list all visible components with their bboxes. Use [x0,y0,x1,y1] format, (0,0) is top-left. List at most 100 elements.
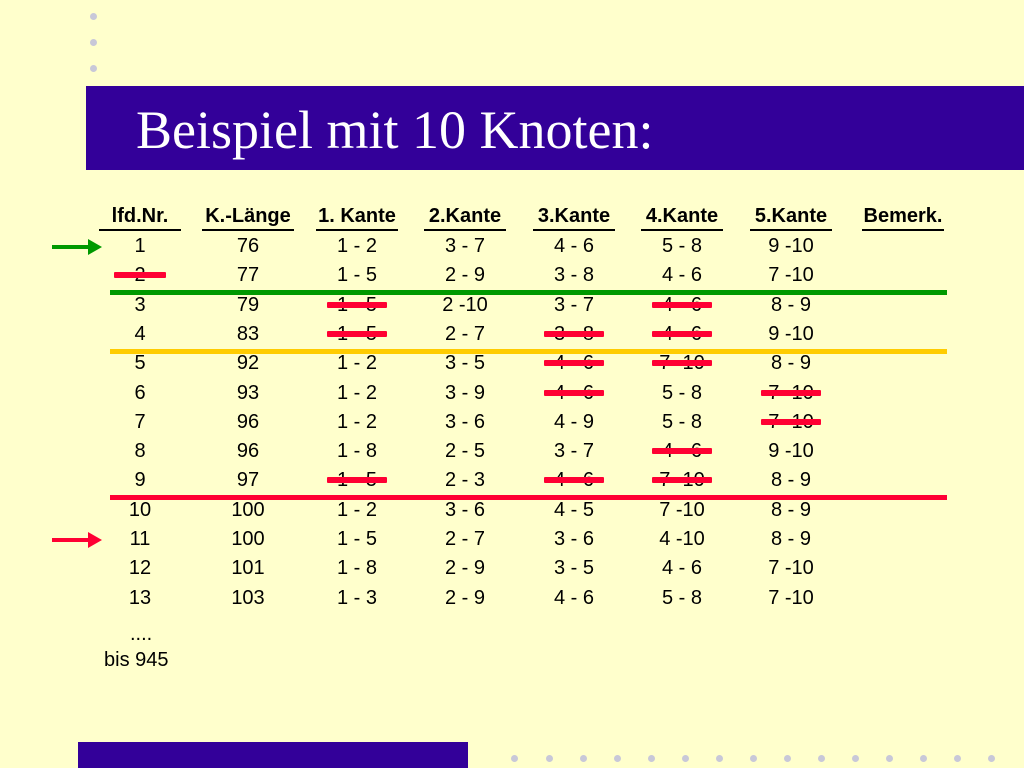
edge-cell: 7 -10 [768,586,814,609]
edge-cell: 1 - 2 [336,381,378,404]
edge-cell: 8 - 9 [770,469,812,492]
edge-cell: 1 - 2 [336,352,378,375]
tour-length: 83 [236,322,260,345]
header-underline [533,229,615,231]
tour-length: 76 [236,235,260,257]
strike-mark [327,301,387,308]
edge-cell: 2 - 7 [444,528,486,550]
edge-cell: 3 - 9 [444,381,486,404]
tour-length: 100 [231,528,265,550]
strike-mark [652,477,712,484]
edge-cell: 2 - 5 [444,440,486,463]
row-number: 11 [129,528,151,550]
strike-mark [761,418,821,425]
edge-cell: 2 -10 [442,293,488,316]
row-number: 6 [134,381,146,404]
row-number: 1 [134,235,146,257]
header-underline [424,229,506,231]
decor-dot [90,13,97,20]
edge-cell: 4 - 5 [553,498,595,521]
edge-cell: 3 - 6 [444,498,486,521]
edge-cell: 4 - 6 [661,557,703,580]
row-number: 7 [134,410,146,433]
edge-cell: 5 - 8 [661,586,703,609]
edge-cell: 3 - 7 [553,293,595,316]
edge-cell: 3 - 7 [553,440,595,463]
strike-mark [544,330,604,337]
edge-cell: 8 - 9 [770,498,812,521]
decor-dot [511,755,518,762]
tour-length: 96 [236,410,260,433]
decor-dot [682,755,689,762]
edge-cell: 5 - 8 [661,381,703,404]
strike-mark [327,330,387,337]
separator-line [110,495,947,501]
decor-dot [90,39,97,46]
edge-cell: 8 - 9 [770,293,812,316]
bottom-bar [78,742,468,768]
edge-cell: 2 - 9 [444,586,486,609]
tour-length: 79 [236,293,260,316]
edge-cell: 3 - 8 [553,264,595,287]
edge-cell: 5 - 8 [661,410,703,433]
column-header: 2.Kante [428,205,502,227]
header-underline [99,229,181,231]
strike-mark [544,360,604,367]
edge-cell: 3 - 6 [444,410,486,433]
edge-cell: 8 - 9 [770,352,812,375]
row-arrow-icon [52,532,102,548]
slide-title: Beispiel mit 10 Knoten: [136,100,654,160]
header-underline [750,229,832,231]
tour-length: 97 [236,469,260,492]
strike-mark [544,389,604,396]
column-header: 1. Kante [318,205,396,227]
edge-cell: 1 - 5 [336,264,378,287]
tour-length: 100 [231,498,265,521]
strike-mark [327,477,387,484]
edge-cell: 3 - 6 [553,528,595,550]
header-underline [202,229,294,231]
decor-dot [954,755,961,762]
edge-cell: 1 - 2 [336,498,378,521]
column-header: 3.Kante [537,205,611,227]
edge-cell: 2 - 9 [444,264,486,287]
edge-cell: 3 - 5 [444,352,486,375]
decor-dot [988,755,995,762]
row-number: 9 [134,469,146,492]
header-underline [862,229,944,231]
decor-dot [886,755,893,762]
column-header: Bemerk. [863,205,943,227]
tour-length: 92 [236,352,260,375]
row-arrow-icon [52,239,102,255]
tour-length: 101 [231,557,265,580]
decor-dot [90,65,97,72]
row-number: 8 [134,440,146,463]
decor-dot [750,755,757,762]
strike-mark [652,360,712,367]
bis-text: bis 945 [104,649,169,671]
strike-mark [761,389,821,396]
decor-dot [614,755,621,762]
decor-dot [784,755,791,762]
edge-cell: 7 -10 [768,264,814,287]
row-number: 13 [128,586,152,609]
column-header: 4.Kante [645,205,719,227]
edge-cell: 1 - 3 [336,586,378,609]
row-number: 5 [134,352,146,375]
edge-cell: 1 - 2 [336,410,378,433]
edge-cell: 9 -10 [768,440,814,463]
edge-cell: 8 - 9 [770,528,812,550]
title-bar: Beispiel mit 10 Knoten: [86,86,1024,170]
strike-mark [544,477,604,484]
edge-cell: 9 -10 [768,235,814,257]
ellipsis-text: .... [130,623,153,645]
decor-dot [546,755,553,762]
separator-line [110,348,947,354]
column-header: K.-Länge [205,205,291,227]
edge-cell: 3 - 5 [553,557,595,580]
strike-mark [652,330,712,337]
edge-cell: 9 -10 [768,322,814,345]
decor-dot [716,755,723,762]
strike-mark [652,301,712,308]
